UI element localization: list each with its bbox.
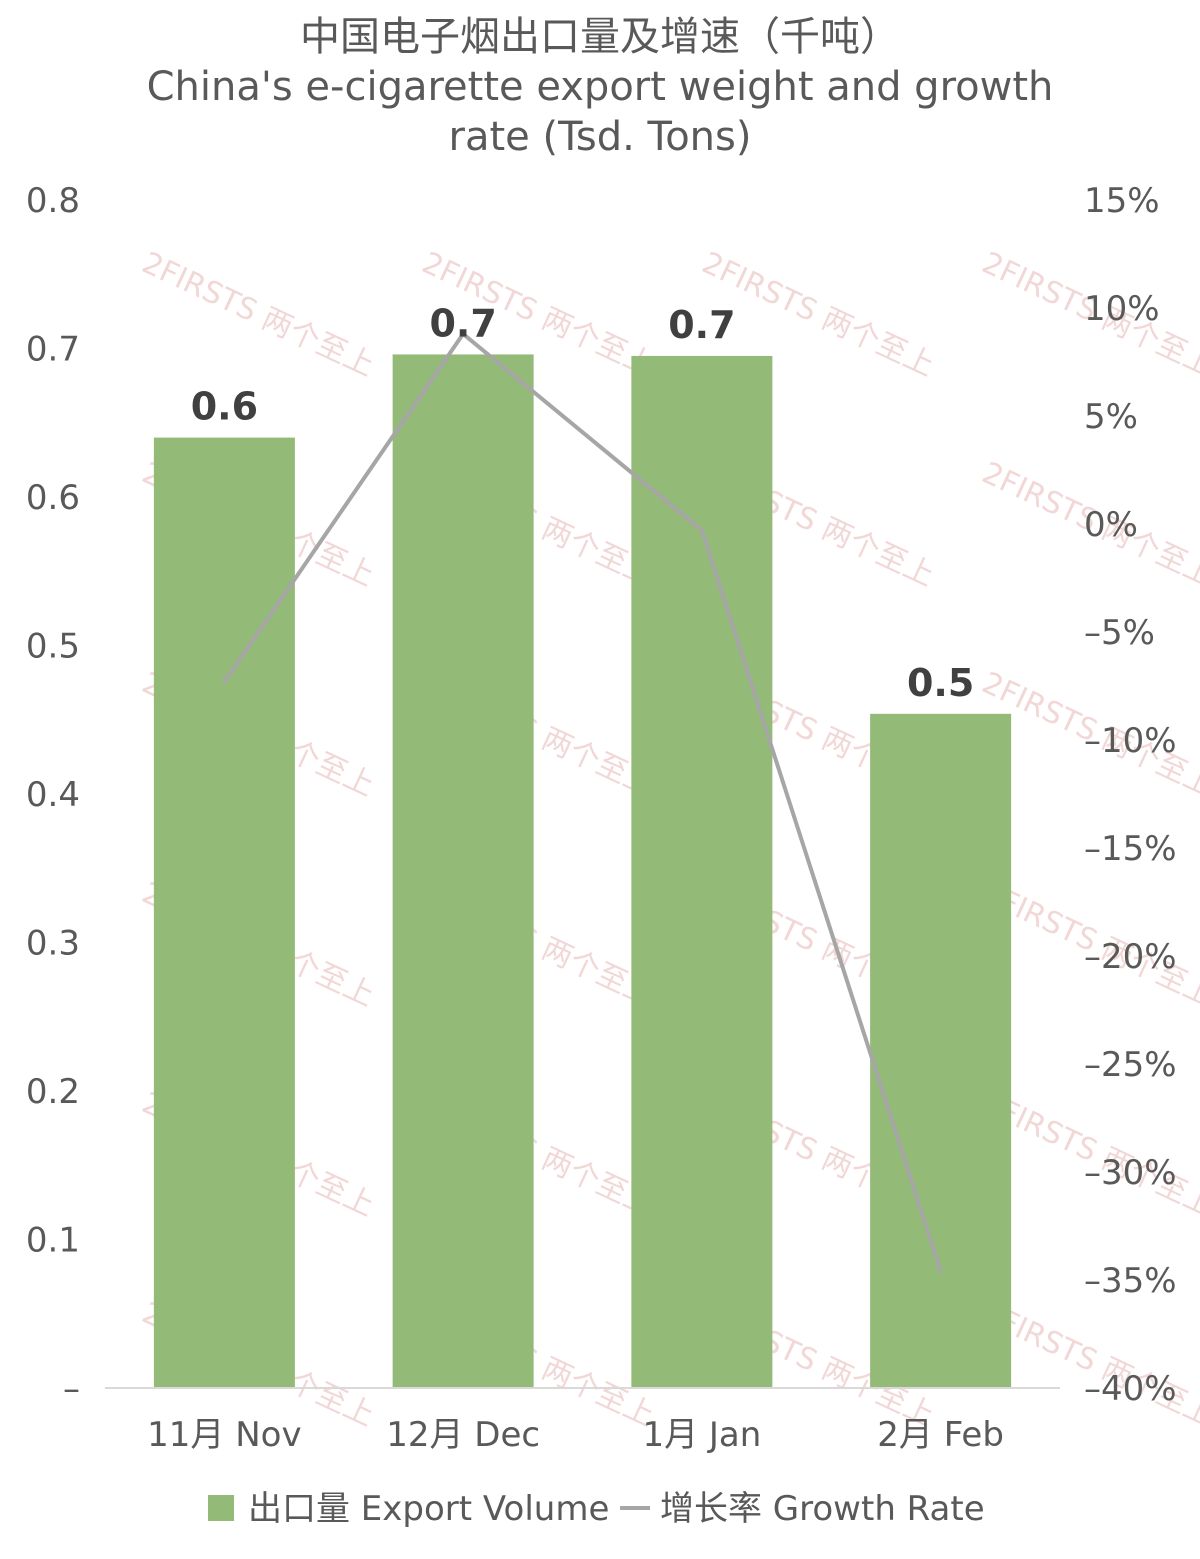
- legend: 出口量 Export Volume 增长率 Growth Rate: [208, 1489, 985, 1529]
- bar-export-volume: [631, 355, 773, 1388]
- right-axis: –40% –35% –30% –25% –20% –15% –10% –5% 0% 5% 10% 15…: [1084, 181, 1177, 1409]
- right-axis-tick-label: –5%: [1084, 613, 1155, 653]
- legend-label-growth-rate: 增长率 Growth Rate: [660, 1489, 985, 1529]
- chart-subtitle-line-2: rate (Tsd. Tons): [449, 114, 752, 160]
- bar-export-volume: [392, 354, 534, 1389]
- x-axis-category-label: 12月 Dec: [386, 1415, 540, 1455]
- growth-rate-line: [222, 331, 943, 1274]
- left-axis-tick-label: 0.8: [26, 181, 80, 221]
- left-axis: – 0.1 0.2 0.3 0.4 0.5 0.6 0.7 0.8: [26, 181, 80, 1409]
- bars-layer: [153, 354, 1012, 1389]
- right-axis-tick-label: 10%: [1084, 289, 1160, 329]
- growth-line-layer: [222, 331, 943, 1274]
- legend-swatch-export-volume: [208, 1495, 234, 1521]
- left-axis-tick-label: 0.2: [26, 1072, 80, 1112]
- left-axis-tick-label: 0.3: [26, 924, 80, 964]
- bar-data-label: 0.7: [429, 301, 496, 345]
- right-axis-tick-label: 15%: [1084, 181, 1160, 221]
- right-axis-tick-label: 5%: [1084, 397, 1138, 437]
- right-axis-tick-label: –15%: [1084, 829, 1177, 869]
- chart-subtitle-line-1: China's e-cigarette export weight and gr…: [147, 64, 1054, 110]
- data-labels-layer: 0.6 0.7 0.7 0.5: [191, 301, 975, 704]
- bar-data-label: 0.7: [668, 303, 735, 347]
- right-axis-tick-label: –20%: [1084, 937, 1177, 977]
- bar-export-volume: [870, 713, 1012, 1388]
- bar-data-label: 0.6: [191, 385, 258, 429]
- right-axis-tick-label: –40%: [1084, 1369, 1177, 1409]
- watermark-text: 2FIRSTS 两个至上: [137, 246, 380, 384]
- bar-data-label: 0.5: [907, 661, 974, 705]
- left-axis-tick-label: 0.4: [26, 775, 80, 815]
- chart-title: 中国电子烟出口量及增速（千吨）: [300, 14, 900, 60]
- left-axis-tick-label: 0.1: [26, 1221, 80, 1261]
- right-axis-tick-label: –25%: [1084, 1045, 1177, 1085]
- right-axis-tick-label: 0%: [1084, 505, 1138, 545]
- category-labels-layer: 11月 Nov 12月 Dec 1月 Jan 2月 Feb: [147, 1415, 1004, 1455]
- left-axis-tick-label: 0.7: [26, 330, 80, 370]
- right-axis-tick-label: –35%: [1084, 1261, 1177, 1301]
- right-axis-tick-label: –10%: [1084, 721, 1177, 761]
- legend-label-export-volume: 出口量 Export Volume: [248, 1489, 609, 1529]
- x-axis-category-label: 1月 Jan: [642, 1415, 761, 1455]
- left-axis-tick-label: 0.5: [26, 627, 80, 667]
- left-axis-tick-label: –: [63, 1369, 80, 1409]
- x-axis-category-label: 11月 Nov: [147, 1415, 301, 1455]
- left-axis-tick-label: 0.6: [26, 478, 80, 518]
- bar-export-volume: [153, 437, 295, 1389]
- right-axis-tick-label: –30%: [1084, 1153, 1177, 1193]
- x-axis-category-label: 2月 Feb: [877, 1415, 1004, 1455]
